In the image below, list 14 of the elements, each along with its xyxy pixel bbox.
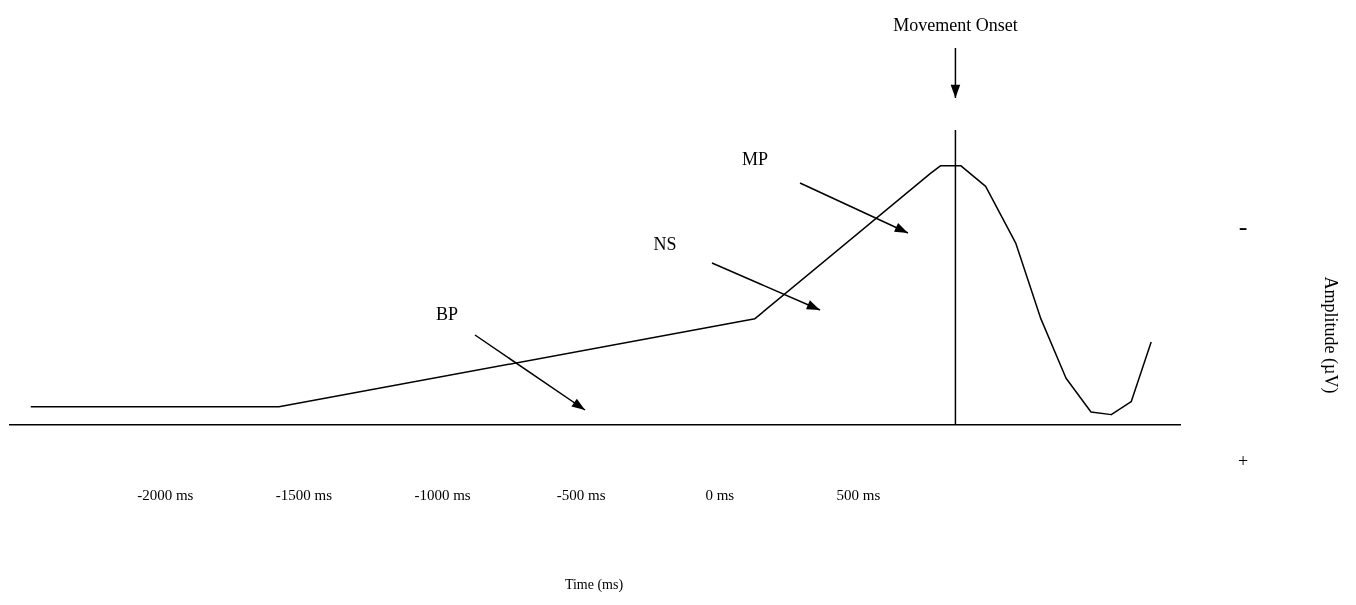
annotation: BP xyxy=(435,303,459,324)
x-tick-label: -2000 ms xyxy=(137,486,194,503)
x-tick-label: 500 ms xyxy=(836,486,881,503)
text: - xyxy=(1238,211,1248,241)
ref-line-label: Movement Onset xyxy=(893,14,1018,35)
x-tick-label: -1000 ms xyxy=(414,486,471,503)
x-tick-label: -500 ms xyxy=(556,486,606,503)
text: + xyxy=(1237,450,1249,471)
annotation: MP xyxy=(741,148,769,169)
annotation: NS xyxy=(653,233,677,254)
x-tick-label: -1500 ms xyxy=(275,486,333,503)
text: Time (ms) xyxy=(564,576,624,593)
text: Amplitude (µV) xyxy=(1320,276,1342,394)
x-tick-label: 0 ms xyxy=(705,486,735,503)
